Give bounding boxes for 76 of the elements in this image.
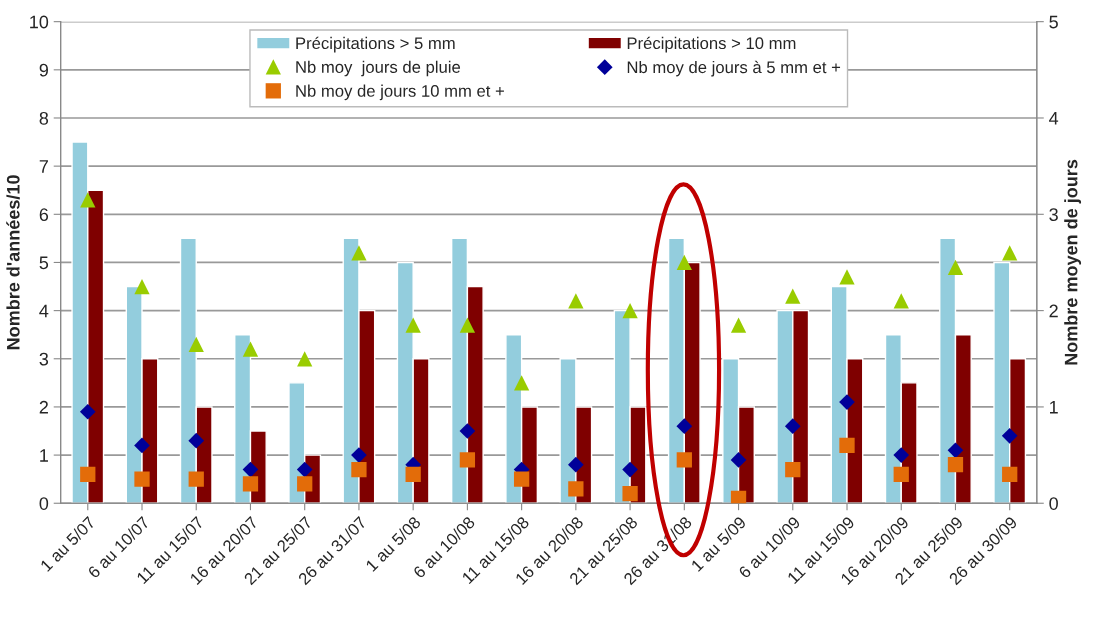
point [568,456,584,473]
point [513,375,530,391]
y-tick-label: 7 [39,160,48,173]
point [893,447,910,463]
point [351,461,367,478]
point [785,288,801,304]
point [785,461,801,478]
point [622,485,638,502]
point [242,341,259,357]
point [947,442,964,459]
legend-label: Nb moy de jours à 5 mm et + [627,60,841,77]
point [459,423,476,439]
point [622,461,638,478]
y2-tick-label: 2 [1049,304,1058,318]
point [622,302,638,319]
point [893,466,909,482]
y-axis-title: Nombre d'années/10 [6,175,20,350]
point [134,278,150,295]
point [947,259,964,275]
point [297,351,313,367]
y-tick-label: 1 [40,449,48,462]
legend-label: Nb moy jours de pluie [296,60,461,77]
y-tick-label: 8 [39,111,49,125]
y2-tick-label: 3 [1049,208,1058,222]
point [784,418,801,435]
point [459,452,476,468]
point [676,452,692,468]
point [80,466,96,482]
point [513,471,530,487]
point [839,269,855,285]
point [188,336,204,352]
point [839,437,855,454]
point [188,432,205,449]
point [730,490,747,504]
point [405,466,421,482]
point [242,461,259,478]
y-tick-label: 6 [39,208,49,222]
point [1002,466,1018,482]
point [80,192,96,208]
legend-label: Précipitations > 5 mm [296,36,455,53]
point [351,245,367,261]
y-tick-label: 5 [39,256,49,270]
point [1001,427,1018,444]
point [296,461,313,478]
point [947,457,964,473]
y-tick-label: 9 [39,63,48,77]
point [79,403,96,420]
point [839,394,855,410]
point [730,317,747,333]
y-tick-label: 2 [39,400,48,414]
point [134,471,150,487]
y-tick-label: 4 [39,304,49,318]
point [242,476,259,492]
y-tick-label: 10 [30,15,49,29]
y2-tick-label: 0 [1049,497,1058,510]
point [459,317,476,333]
point [730,452,747,468]
point [134,437,150,454]
point [676,254,692,271]
y2-axis-title: Nombre moyen de jours [1064,159,1082,365]
y-tick-label: 3 [39,352,49,366]
point [351,447,367,463]
point [568,293,584,309]
legend-label: Nb moy de jours 10 mm et + [296,84,504,101]
point [1002,245,1018,261]
y2-tick-label: 5 [1049,15,1058,29]
point [893,293,909,309]
point [568,481,584,497]
point [405,317,421,333]
point [297,476,313,492]
y-tick-label: 0 [39,497,49,510]
point [676,418,693,435]
y2-tick-label: 4 [1049,112,1059,125]
y2-tick-label: 1 [1050,401,1058,414]
legend-label: Précipitations > 10 mm [627,36,796,53]
point [188,471,204,487]
